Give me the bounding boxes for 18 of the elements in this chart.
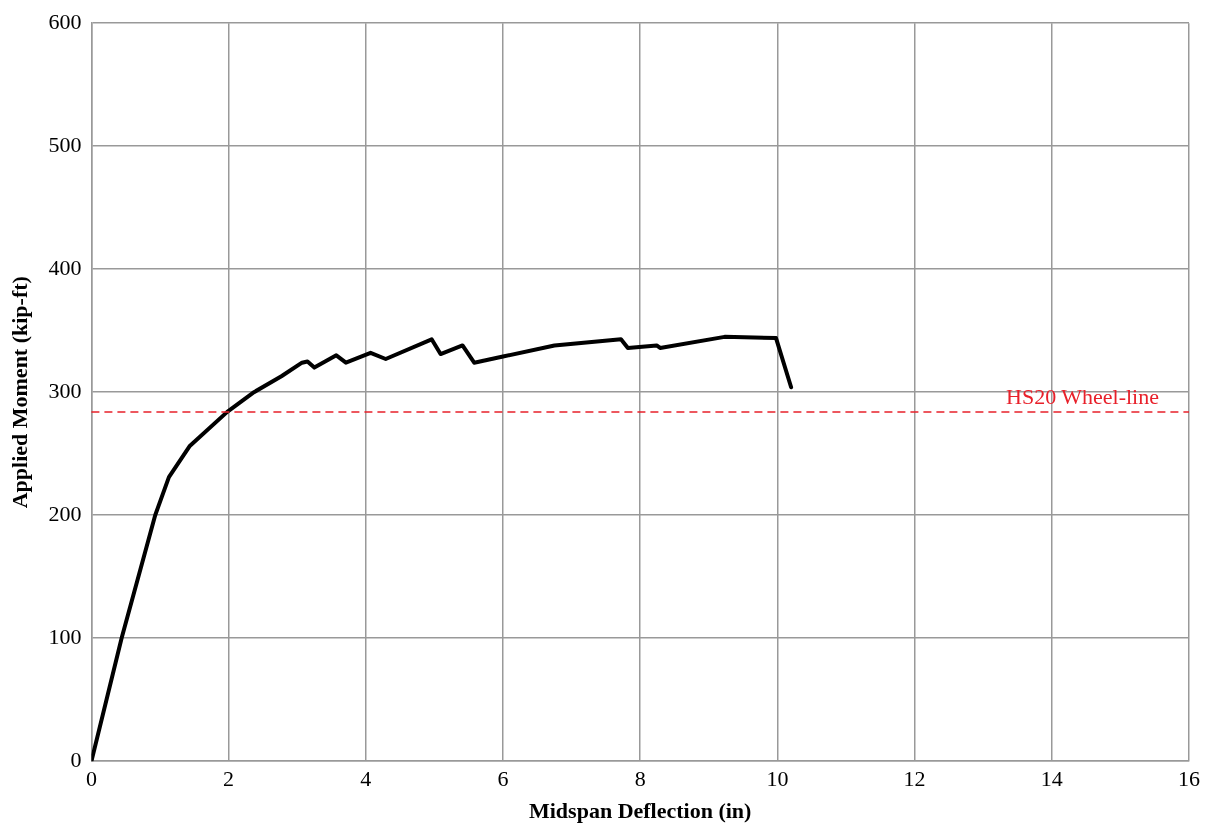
y-tick-label: 200: [48, 500, 82, 526]
x-tick-label: 10: [766, 766, 789, 792]
y-tick-label: 600: [48, 8, 82, 34]
y-tick-label: 0: [70, 746, 82, 772]
x-axis-title: Midspan Deflection (in): [528, 798, 752, 824]
y-axis-title: Applied Moment (kip-ft): [6, 276, 32, 509]
ref-line-label: HS20 Wheel-line: [1006, 383, 1159, 409]
x-tick-label: 16: [1178, 766, 1200, 792]
x-tick-label: 2: [223, 766, 235, 792]
x-tick-label: 12: [903, 766, 926, 792]
y-tick-label: 300: [48, 377, 82, 403]
y-tick-label: 400: [48, 254, 82, 280]
x-tick-label: 14: [1040, 766, 1063, 792]
x-tick-label: 8: [634, 766, 646, 792]
x-tick-label: 6: [497, 766, 509, 792]
x-tick-label: 4: [360, 766, 372, 792]
y-tick-label: 500: [48, 131, 82, 157]
y-tick-label: 100: [48, 623, 82, 649]
